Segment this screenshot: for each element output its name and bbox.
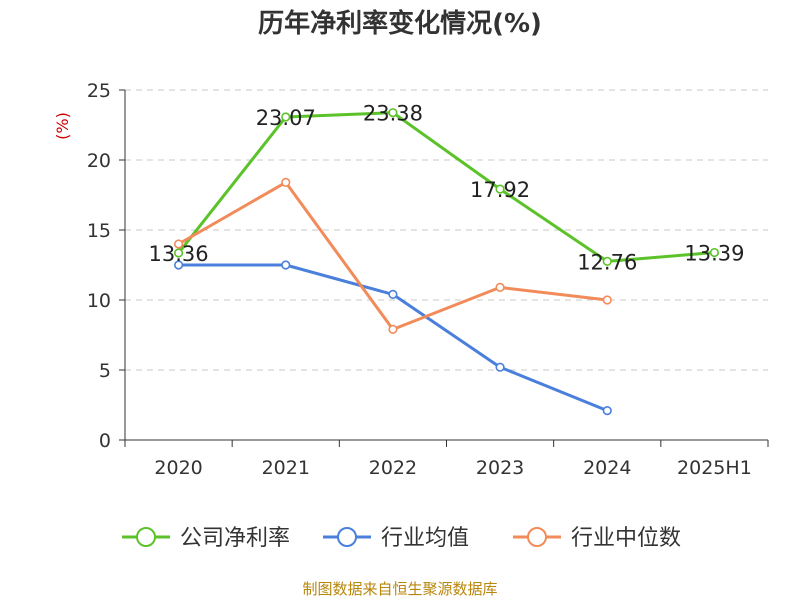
- legend-label: 行业均值: [381, 526, 469, 551]
- data-point: [602, 406, 612, 416]
- data-label: 23.38: [363, 102, 423, 126]
- x-tick-label: 2020: [154, 457, 202, 479]
- legend-item[interactable]: 公司净利率: [122, 526, 290, 551]
- data-point: [388, 289, 398, 300]
- data-point: [495, 282, 505, 293]
- data-point: [495, 184, 505, 194]
- data-point: [281, 177, 291, 187]
- data-point: [602, 295, 612, 305]
- x-tick-label: 2022: [369, 457, 417, 479]
- legend-label: 行业中位数: [571, 526, 681, 551]
- series-lines: [173, 108, 720, 416]
- legend-item[interactable]: 行业均值: [323, 526, 469, 551]
- data-label: 23.07: [256, 106, 316, 130]
- data-point: [281, 112, 291, 122]
- y-tick-label: 25: [87, 80, 111, 102]
- data-point: [495, 362, 505, 372]
- x-tick-label: 2024: [583, 457, 631, 479]
- data-point: [388, 324, 398, 335]
- y-tick-label: 15: [87, 220, 111, 242]
- data-labels: 13.36 23.07 23.38 17.92 12.76 13.39: [149, 102, 745, 275]
- series-line-0: [177, 111, 715, 263]
- source-note: 制图数据来自恒生聚源数据库: [302, 580, 498, 598]
- legend-swatch-marker: [527, 527, 547, 547]
- data-point: [173, 239, 184, 249]
- data-label: 13.36: [149, 242, 209, 266]
- legend-swatch-marker: [136, 527, 156, 547]
- legend-swatch-marker: [337, 527, 357, 547]
- series-line-1: [178, 263, 608, 412]
- data-point: [709, 247, 720, 258]
- y-axis-label: (%): [53, 112, 72, 140]
- legend: 公司净利率 行业均值 行业中位数: [122, 526, 681, 551]
- y-tick-label: 0: [99, 430, 111, 452]
- x-tick-label: 2025H1: [677, 457, 752, 479]
- data-point: [173, 248, 184, 258]
- y-tick-label: 5: [99, 360, 111, 382]
- y-tick-label: 20: [87, 150, 111, 172]
- chart-title: 历年净利率变化情况(%): [258, 9, 542, 39]
- data-point: [173, 260, 184, 270]
- x-tick-label: 2021: [262, 457, 310, 479]
- data-point: [281, 260, 291, 270]
- series-line-2: [177, 180, 608, 331]
- data-label: 17.92: [470, 178, 530, 202]
- legend-item[interactable]: 行业中位数: [513, 526, 681, 551]
- data-label: 13.39: [684, 242, 744, 266]
- y-tick-label: 10: [87, 290, 111, 312]
- data-point: [388, 108, 398, 118]
- axes: 0 5 10 15 20 25 2020 2021 2022 2023 2024 2025H1: [87, 80, 769, 479]
- data-label: 12.76: [577, 250, 637, 274]
- x-tick-label: 2023: [476, 457, 524, 479]
- data-point: [602, 256, 612, 266]
- legend-label: 公司净利率: [180, 526, 290, 551]
- grid-lines: [125, 89, 768, 371]
